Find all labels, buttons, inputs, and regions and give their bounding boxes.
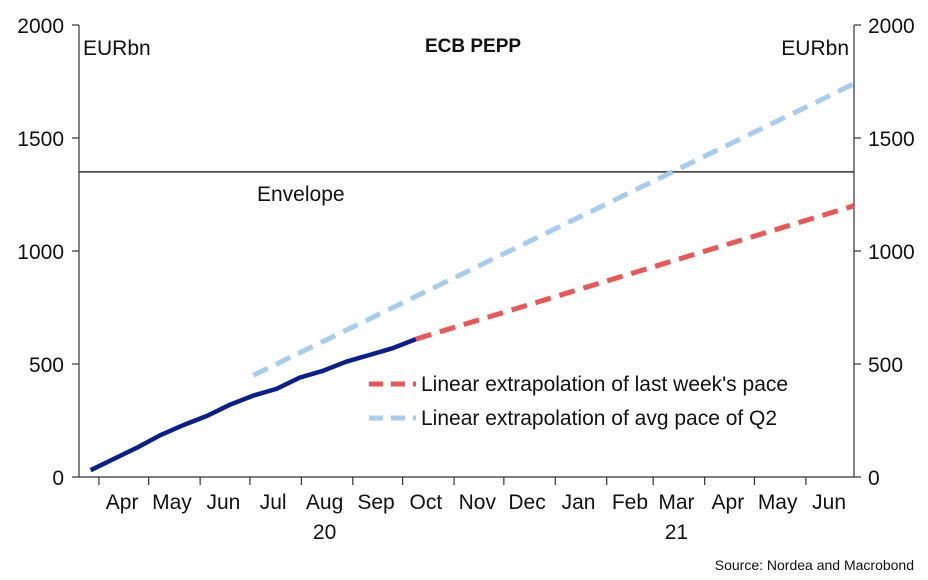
- right-y-ticks: 0 500 1000 1500 2000: [854, 15, 915, 490]
- x-tick-label: Apr: [712, 491, 745, 514]
- x-tick-label: Dec: [508, 491, 545, 514]
- x-axis-year-labels: 20 21: [313, 521, 688, 544]
- left-y-ticks: 0 500 1000 1500 2000: [17, 15, 79, 490]
- x-axis-ticks: Apr May Jun Jul Aug Sep Oct Nov Dec Jan Feb Mar Apr M…: [98, 477, 846, 514]
- y-tick-label-right: 2000: [868, 15, 915, 38]
- x-tick-label: Jul: [260, 491, 287, 514]
- x-tick-label: Aug: [306, 491, 343, 514]
- x-tick-label: Mar: [658, 491, 694, 514]
- chart-title: ECB PEPP: [425, 36, 521, 57]
- x-tick-label: Jun: [206, 491, 240, 514]
- series-group: [89, 81, 856, 473]
- x-tick-label: Jan: [562, 491, 596, 514]
- series-line-last-week-pace: [415, 203, 855, 342]
- y-tick-label-left: 1000: [17, 241, 64, 264]
- y-tick-label-left: 2000: [17, 15, 64, 38]
- series-line-actual: [89, 337, 417, 473]
- right-unit-label: EURbn: [781, 37, 849, 60]
- y-tick-label-right: 500: [868, 354, 903, 377]
- y-tick-label-left: 1500: [17, 128, 64, 151]
- legend-label-last-week: Linear extrapolation of last week's pace: [421, 373, 788, 396]
- x-tick-label: May: [152, 491, 192, 514]
- source-note: Source: Nordea and Macrobond: [715, 557, 914, 573]
- y-tick-label-right: 0: [868, 467, 880, 490]
- x-tick-label: Apr: [106, 491, 139, 514]
- x-tick-label: Sep: [357, 491, 394, 514]
- y-tick-label-right: 1000: [868, 241, 915, 264]
- year-label: 21: [665, 521, 688, 544]
- left-unit-label: EURbn: [83, 37, 151, 60]
- x-tick-label: Oct: [410, 491, 443, 514]
- legend-label-avg-q2: Linear extrapolation of avg pace of Q2: [421, 407, 777, 430]
- year-label: 20: [313, 521, 336, 544]
- envelope-label: Envelope: [257, 183, 345, 206]
- x-tick-label: Nov: [459, 491, 497, 514]
- legend: Linear extrapolation of last week's pace…: [369, 373, 788, 430]
- x-tick-label: Feb: [612, 491, 648, 514]
- x-tick-label: May: [758, 491, 798, 514]
- y-tick-label-left: 500: [29, 354, 64, 377]
- x-tick-label: Jun: [812, 491, 846, 514]
- y-tick-label-right: 1500: [868, 128, 915, 151]
- series-line-avg-q2-pace: [252, 81, 856, 378]
- y-tick-label-left: 0: [52, 467, 64, 490]
